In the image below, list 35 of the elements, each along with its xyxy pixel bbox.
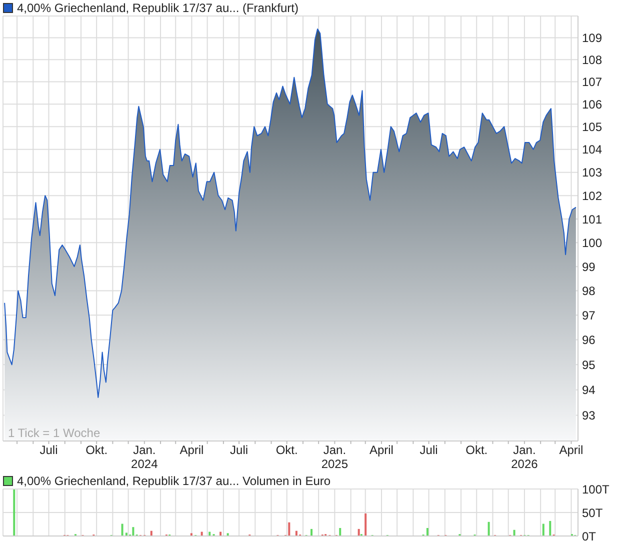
x-tick-label: Juli — [420, 443, 438, 457]
x-tick-label: Okt. — [466, 443, 488, 457]
x-tick-label: Juli — [40, 443, 58, 457]
y-tick-label: 102 — [582, 188, 602, 203]
x-tick-label: April — [180, 443, 204, 457]
x-tick-label: Juli — [230, 443, 248, 457]
annotation: 1 Tick = 1 Woche — [8, 426, 100, 440]
y-tick-label: 100T — [582, 482, 610, 496]
y-tick-label: 93 — [582, 408, 596, 423]
y-tick-label: 100 — [582, 236, 602, 250]
y-tick-label: 104 — [582, 142, 602, 157]
y-tick-label: 0T — [582, 529, 597, 544]
y-tick-label: 106 — [582, 97, 602, 112]
y-tick-label: 98 — [582, 284, 596, 298]
x-tick-label: Okt. — [276, 443, 298, 457]
x-tick-label: Okt. — [86, 443, 108, 457]
legend-label: 4,00% Griechenland, Republik 17/37 au... (Frankfurt) — [17, 1, 298, 15]
y-tick-label: 109 — [582, 30, 602, 45]
y-tick-label: 96 — [582, 333, 596, 348]
y-tick-label: 105 — [582, 120, 602, 134]
y-tick-label: 101 — [582, 212, 602, 226]
y-tick-label: 97 — [582, 308, 596, 322]
x-tick-label: April — [369, 443, 394, 457]
y-tick-label: 50T — [582, 506, 604, 520]
y-tick-label: 95 — [582, 358, 596, 372]
y-tick-label: 99 — [582, 260, 596, 274]
y-tick-label: 103 — [582, 166, 602, 180]
x-tick-label: Jan. 2025 — [321, 443, 348, 471]
y-tick-label: 108 — [582, 52, 602, 67]
x-tick-label: April — [559, 443, 584, 457]
x-tick-label: Jan. 2026 — [511, 443, 538, 471]
y-tick-label: 94 — [582, 383, 596, 398]
x-tick-label: Jan. 2024 — [131, 443, 158, 471]
legend-label: 4,00% Griechenland, Republik 17/37 au... Volumen in Euro — [17, 474, 331, 488]
y-tick-label: 107 — [582, 75, 602, 90]
